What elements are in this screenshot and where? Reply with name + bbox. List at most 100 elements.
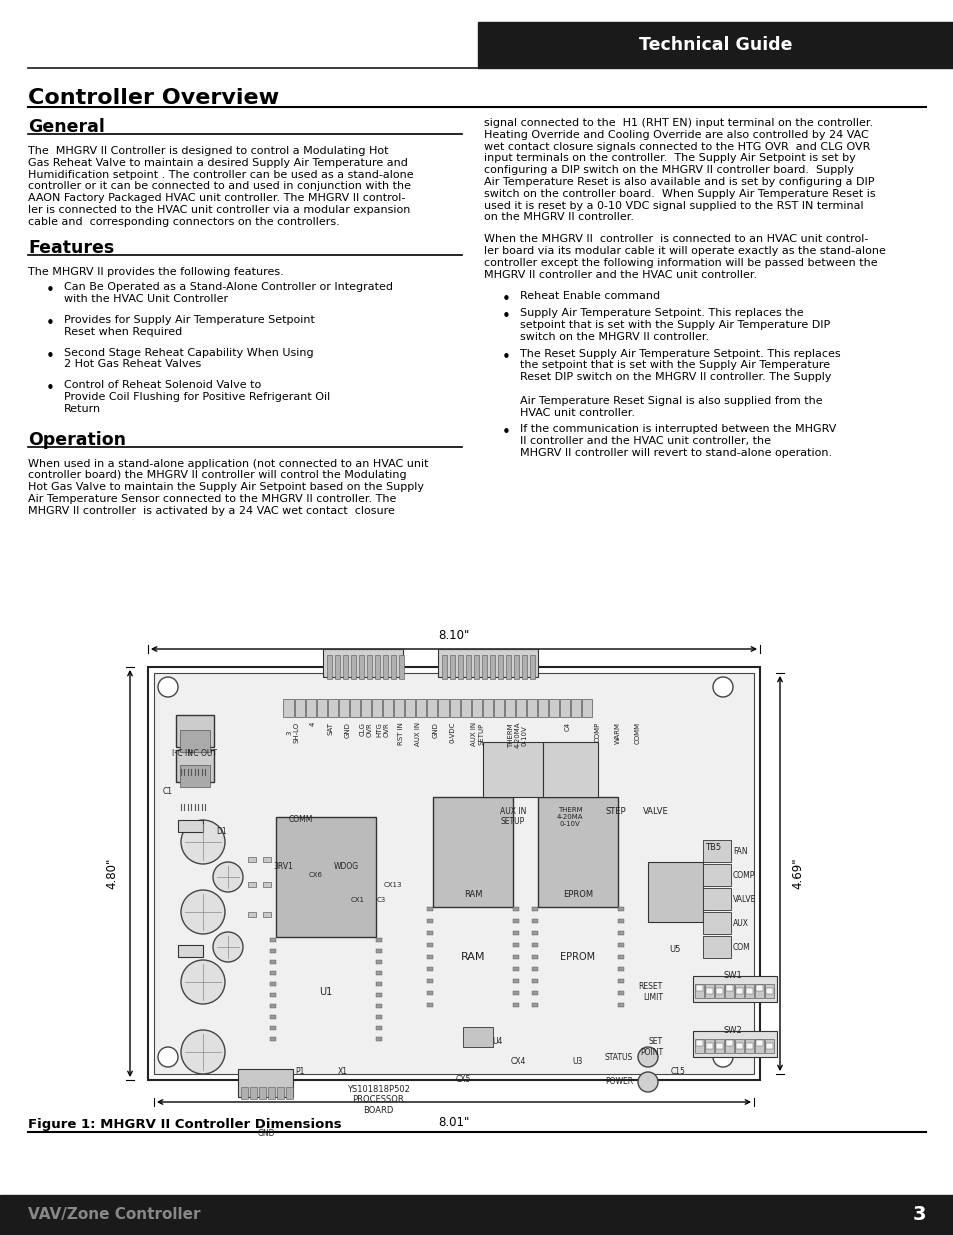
Text: SAT: SAT: [328, 722, 334, 735]
Text: Return: Return: [64, 404, 101, 414]
Bar: [521, 655, 526, 679]
Bar: [514, 655, 518, 679]
Bar: [513, 955, 518, 960]
Bar: [465, 655, 471, 679]
Text: X1: X1: [337, 1067, 348, 1076]
Text: YS101818P502
PROCESSOR
BOARD: YS101818P502 PROCESSOR BOARD: [346, 1086, 409, 1115]
Bar: [513, 990, 518, 995]
Bar: [457, 655, 462, 679]
Text: Features: Features: [28, 238, 114, 257]
Text: COMP: COMP: [595, 722, 600, 742]
Bar: [305, 699, 315, 718]
Text: COMM: COMM: [289, 815, 313, 824]
Text: 2 Hot Gas Reheat Valves: 2 Hot Gas Reheat Valves: [64, 359, 201, 369]
Text: WDOG: WDOG: [334, 862, 358, 871]
Text: Supply Air Temperature Setpoint. This replaces the: Supply Air Temperature Setpoint. This re…: [519, 309, 802, 319]
Text: 8.10": 8.10": [437, 629, 469, 642]
Text: Second Stage Reheat Capability When Using: Second Stage Reheat Capability When Usin…: [64, 347, 314, 358]
Text: C15: C15: [670, 1067, 684, 1076]
Bar: [532, 967, 537, 971]
Text: •: •: [501, 425, 511, 441]
Bar: [268, 1087, 274, 1099]
Bar: [471, 699, 481, 718]
Text: AUX IN
SETUP: AUX IN SETUP: [471, 722, 484, 746]
Text: HVAC unit controller.: HVAC unit controller.: [519, 408, 635, 417]
Text: When the MHGRV II  controller  is connected to an HVAC unit control-: When the MHGRV II controller is connecte…: [483, 235, 867, 245]
Bar: [695, 1039, 703, 1053]
Text: CX13: CX13: [383, 882, 402, 888]
Bar: [270, 1004, 275, 1008]
Bar: [178, 945, 203, 957]
Text: GND: GND: [345, 722, 351, 737]
Text: controller except the following information will be passed between the: controller except the following informat…: [483, 258, 877, 268]
Bar: [513, 931, 518, 935]
Text: Technical Guide: Technical Guide: [639, 36, 792, 54]
Text: GND: GND: [433, 722, 438, 737]
Text: STEP: STEP: [605, 806, 626, 816]
Bar: [358, 655, 364, 679]
Bar: [549, 699, 558, 718]
Bar: [716, 988, 722, 994]
Text: EPROM: EPROM: [559, 952, 595, 962]
Text: •: •: [46, 316, 55, 331]
Bar: [532, 906, 537, 911]
Bar: [716, 1044, 722, 1049]
Text: II controller and the HVAC unit controller, the: II controller and the HVAC unit controll…: [519, 436, 770, 446]
Bar: [618, 1003, 623, 1007]
Text: U5: U5: [669, 945, 680, 953]
Bar: [175, 715, 213, 747]
Bar: [391, 655, 395, 679]
Text: 4.69": 4.69": [791, 857, 803, 889]
Bar: [0, 1195, 953, 1235]
Bar: [482, 699, 493, 718]
Bar: [725, 986, 732, 990]
Circle shape: [213, 862, 243, 892]
Text: controller board) the MHGRV II controller will control the Modulating: controller board) the MHGRV II controlle…: [28, 471, 406, 480]
Text: Hot Gas Valve to maintain the Supply Air Setpoint based on the Supply: Hot Gas Valve to maintain the Supply Air…: [28, 482, 423, 493]
Bar: [559, 699, 570, 718]
Text: Control of Reheat Solenoid Valve to: Control of Reheat Solenoid Valve to: [64, 380, 261, 390]
Bar: [270, 982, 275, 986]
Text: 4: 4: [310, 722, 315, 726]
Bar: [532, 944, 537, 947]
Bar: [526, 699, 537, 718]
Bar: [375, 971, 381, 974]
Bar: [462, 1028, 493, 1047]
Bar: [250, 1087, 256, 1099]
Bar: [437, 650, 537, 677]
Text: Reset when Required: Reset when Required: [64, 327, 182, 337]
Text: AUX IN: AUX IN: [415, 722, 420, 746]
Bar: [175, 750, 213, 782]
Text: the setpoint that is set with the Supply Air Temperature: the setpoint that is set with the Supply…: [519, 361, 829, 370]
Text: switch on the MHGRV II controller.: switch on the MHGRV II controller.: [519, 332, 708, 342]
Text: 0-VDC: 0-VDC: [450, 722, 456, 743]
Bar: [735, 988, 742, 994]
Bar: [532, 979, 537, 983]
Text: Air Temperature Reset Signal is also supplied from the: Air Temperature Reset Signal is also sup…: [519, 395, 821, 406]
Text: TB5: TB5: [704, 844, 720, 852]
Text: HTG
OVR: HTG OVR: [376, 722, 389, 737]
Bar: [497, 655, 502, 679]
Text: RESET
LIMIT: RESET LIMIT: [639, 982, 662, 1002]
Bar: [460, 699, 470, 718]
Bar: [398, 655, 403, 679]
Circle shape: [181, 890, 225, 934]
Bar: [755, 1040, 762, 1046]
Text: U4: U4: [493, 1037, 502, 1046]
Bar: [477, 22, 953, 68]
Text: VALVE: VALVE: [732, 894, 756, 904]
Bar: [263, 911, 271, 918]
Text: AAON Factory Packaged HVAC unit controller. The MHGRV II control-: AAON Factory Packaged HVAC unit controll…: [28, 193, 405, 204]
Text: Controller Overview: Controller Overview: [28, 88, 279, 107]
Text: Provides for Supply Air Temperature Setpoint: Provides for Supply Air Temperature Setp…: [64, 315, 314, 325]
Text: switch on the controller board.  When Supply Air Temperature Reset is: switch on the controller board. When Sup…: [483, 189, 875, 199]
Bar: [382, 655, 388, 679]
Text: CX4: CX4: [510, 1057, 525, 1066]
Text: CX6: CX6: [309, 872, 323, 878]
Text: CX5: CX5: [455, 1074, 470, 1084]
Text: MHGRV II controller will revert to stand-alone operation.: MHGRV II controller will revert to stand…: [519, 448, 831, 458]
Bar: [427, 906, 433, 911]
Text: The Reset Supply Air Temperature Setpoint. This replaces: The Reset Supply Air Temperature Setpoin…: [519, 348, 840, 358]
Bar: [427, 1003, 433, 1007]
Bar: [695, 984, 703, 998]
